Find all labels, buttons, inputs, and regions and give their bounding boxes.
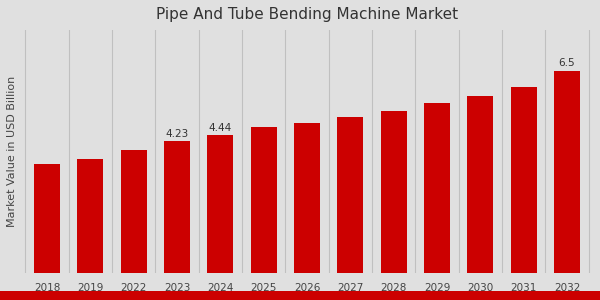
Bar bbox=[208, 135, 233, 273]
Text: 4.23: 4.23 bbox=[166, 129, 189, 139]
Bar bbox=[164, 141, 190, 273]
Bar bbox=[511, 87, 537, 273]
Bar bbox=[77, 160, 103, 273]
Bar bbox=[294, 123, 320, 273]
Bar bbox=[381, 110, 407, 273]
Bar bbox=[121, 150, 147, 273]
Bar bbox=[424, 103, 450, 273]
Text: 6.5: 6.5 bbox=[559, 58, 575, 68]
Bar bbox=[251, 128, 277, 273]
Bar bbox=[337, 117, 364, 273]
Bar bbox=[554, 70, 580, 273]
Bar bbox=[467, 96, 493, 273]
Text: 4.44: 4.44 bbox=[209, 123, 232, 133]
Title: Pipe And Tube Bending Machine Market: Pipe And Tube Bending Machine Market bbox=[156, 7, 458, 22]
Bar bbox=[34, 164, 60, 273]
Y-axis label: Market Value in USD Billion: Market Value in USD Billion bbox=[7, 76, 17, 227]
